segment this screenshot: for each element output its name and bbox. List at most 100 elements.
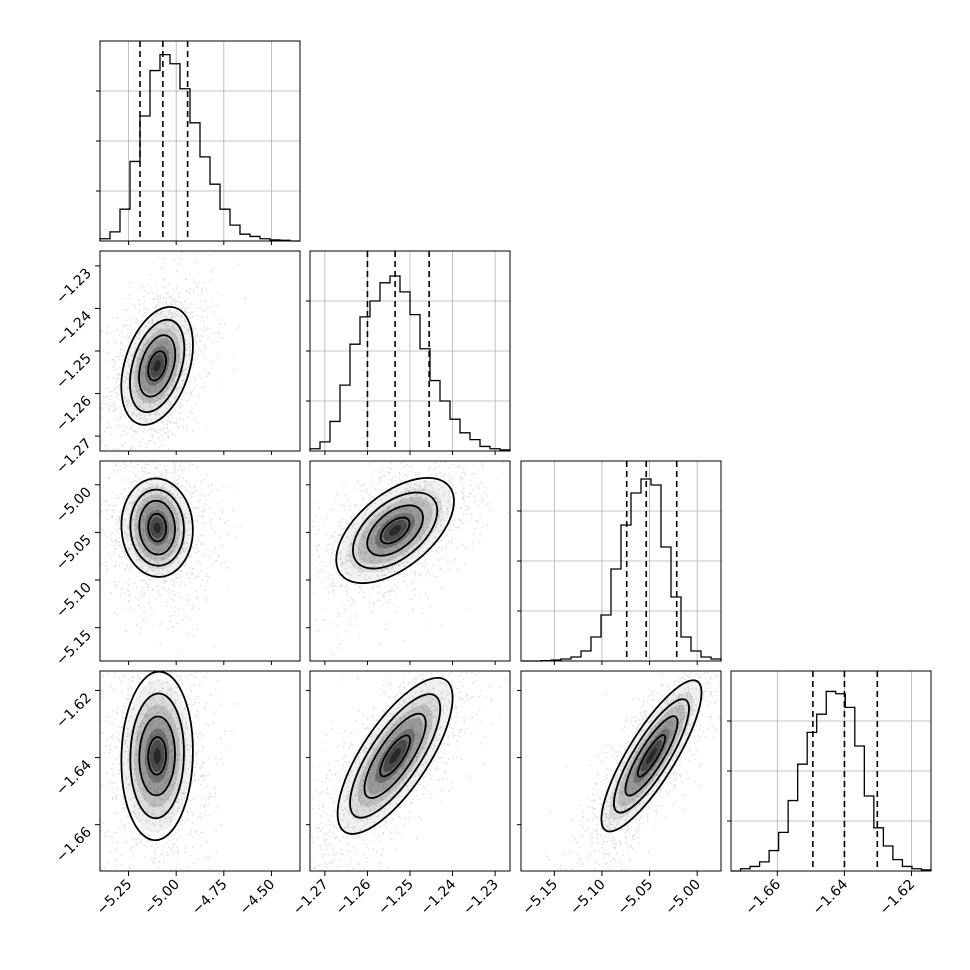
x-tick-label: −4.50 [237,877,279,919]
hist-frame-0 [99,40,301,242]
contour-line-2 [129,692,185,820]
density-shade [140,717,175,795]
y-tick-label: −1.23 [53,265,95,307]
density-shade [338,480,452,581]
panel-2d-2-1 [309,460,511,662]
density-shade [134,328,180,404]
density-shade [122,477,192,578]
scatter-points [543,671,721,871]
panel-content [543,671,721,871]
contour-line-0 [379,734,411,778]
density-shade [149,517,165,539]
density-shade [348,488,442,573]
contour-line-1 [138,715,176,797]
hist-frame-2 [520,460,722,662]
panel-content [310,671,506,871]
x-tick-label: −1.26 [333,876,375,918]
x-tick-label: −4.75 [189,877,231,919]
panel-content [100,461,241,655]
contour-line-1 [366,504,424,557]
contour-line-2 [613,698,690,814]
contour-line-3 [120,306,194,426]
plot-layer: −5.25 −5.00 −4.75 −4.50 −1.27 −1.26 −1.25 −1.24… [53,40,932,919]
hist-panel-0 [96,40,301,242]
density-shade [122,309,192,423]
hist-panel-3 [727,670,932,872]
density-shade [128,485,186,570]
density-shade [153,522,161,533]
y-tick-label: −1.62 [53,690,95,732]
hist-frame-3 [730,670,932,872]
density-shade [617,704,685,807]
y-tick-label: −5.00 [53,484,95,526]
panel-2d-1-0 [99,250,301,452]
density-shade [383,520,407,541]
contour-line-1 [363,712,427,799]
density-shade [134,704,180,807]
y-tick-label: −5.10 [53,580,95,622]
panel-2d-2-0 [99,460,301,662]
x-tick-label: −5.10 [567,877,609,919]
contour-line-0 [379,516,411,545]
density-shade [367,505,424,556]
x-tick-label: −1.62 [877,877,919,919]
density-shade [122,679,192,833]
density-shade [128,319,186,413]
x-tick-label: −1.25 [375,877,417,919]
histogram-step-line [99,53,300,242]
y-tick-label: −1.66 [53,824,95,866]
panel-content [310,461,510,655]
density-shade [375,512,416,549]
contour-line-0 [147,736,167,776]
panel-content [100,251,246,451]
panel-2d-3-0 [99,670,301,872]
x-tick-label: −1.64 [810,876,852,918]
contour-line-3 [120,477,194,578]
density-shade [338,679,452,833]
panel-2d-3-1 [309,670,511,872]
y-tick-label: −1.25 [53,351,95,393]
density-shade [128,692,186,820]
density-shade [139,337,175,394]
density-shade [153,360,161,372]
contour-line-2 [129,488,185,567]
x-tick-label: −5.00 [662,877,704,919]
hist-panel-1 [306,250,511,452]
contour-line-2 [349,693,442,819]
density-shade [633,728,670,783]
density-shade [389,747,401,764]
density-shade [149,354,165,378]
density-shade [134,494,181,562]
contour-line-3 [120,671,194,842]
x-tick-label: −1.23 [460,877,502,919]
x-tick-label: −1.24 [418,876,460,918]
y-tick-label: −5.05 [53,532,95,574]
y-tick-label: −1.26 [53,393,95,435]
x-tick-label: −5.25 [94,877,136,919]
x-tick-label: −1.27 [290,877,332,919]
panel-frame [99,460,301,662]
density-shade [375,728,416,783]
contour-line-1 [624,715,679,797]
density-shade [383,739,407,772]
scatter-points [100,461,241,655]
contour-line-3 [335,476,455,585]
hist-panel-2 [517,460,722,662]
x-tick-label: −1.66 [742,876,784,918]
panel-content [100,671,239,871]
density-shade [348,692,442,820]
x-tick-label: −5.15 [520,877,562,919]
histogram-step-line [309,275,511,451]
x-tick-label: −5.00 [141,877,183,919]
density-shade [646,747,657,764]
y-tick-label: −1.64 [53,757,95,799]
density-shade [139,502,175,553]
contour-line-1 [138,334,177,398]
y-tick-label: −1.24 [53,308,95,350]
density-shade [640,739,662,772]
density-shade [357,496,433,565]
density-shade [389,525,401,536]
panel-2d-3-2 [520,670,722,872]
histogram-step-line [731,690,932,872]
contour-line-3 [600,679,703,833]
